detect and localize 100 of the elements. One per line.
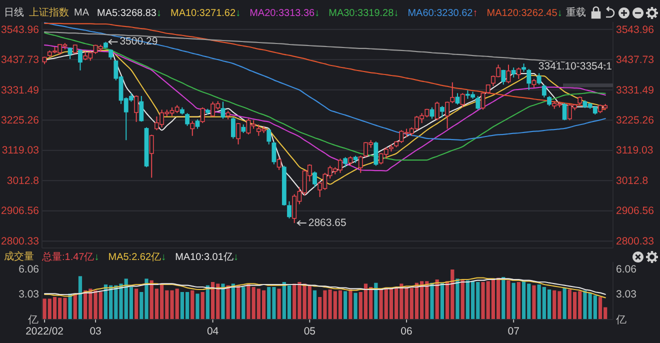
bar (344, 291, 348, 320)
candlestick (358, 155, 363, 174)
bar (236, 285, 240, 320)
bar (502, 277, 506, 320)
chart-title: 成交量 (4, 250, 34, 263)
bar (348, 290, 352, 320)
y-tick-label: 3543.96 (1, 24, 40, 36)
candlestick (312, 170, 317, 188)
candlestick (134, 94, 139, 122)
bar (221, 284, 225, 320)
bar (456, 278, 460, 320)
y2-tick-label: 6.06 (616, 263, 637, 276)
y-tick-label: 2906.56 (1, 205, 40, 218)
candlestick (460, 92, 465, 108)
bar (562, 288, 566, 320)
candlestick (266, 128, 272, 145)
bar (68, 294, 72, 320)
y-tick-label: 3.03 (18, 288, 40, 301)
y-tick-label: 6.06 (18, 263, 40, 276)
bar (231, 284, 235, 320)
bar (512, 282, 516, 320)
candlestick (139, 96, 144, 122)
candlestick (185, 112, 190, 126)
y2-tick-label: 2800.33 (616, 235, 654, 248)
x-tick-label: 06 (400, 326, 413, 338)
candlestick (276, 156, 282, 171)
candlestick (236, 122, 240, 145)
text: MA10:3271.62↓ (170, 8, 241, 19)
bar (73, 294, 77, 320)
bar (78, 276, 82, 320)
bar (312, 290, 317, 320)
y-tick-label: 3012.8 (6, 174, 40, 187)
y2-tick-label: 3012.8 (616, 174, 648, 187)
bar (206, 285, 210, 320)
y-tick-label: 3437.73 (1, 54, 40, 66)
candlestick (486, 84, 490, 94)
bar (532, 285, 536, 320)
bar (506, 280, 510, 320)
candlestick (195, 118, 200, 130)
candlestick (287, 200, 292, 219)
y2-tick-label: 亿 (615, 314, 627, 326)
y2-tick-label: 2906.56 (616, 205, 654, 218)
candlestick (501, 69, 506, 86)
y2-tick-label: 3331.49 (616, 84, 654, 96)
text: MA5:3268.83↓ (97, 8, 162, 19)
bar (242, 287, 246, 320)
candlestick (272, 141, 276, 165)
bar (460, 280, 464, 320)
bar (277, 288, 281, 320)
candlestick (547, 96, 552, 106)
bar (226, 285, 230, 320)
candlestick (445, 101, 450, 130)
text: MA60:3230.62↑ (408, 8, 478, 19)
y2-tick-label: 3225.26 (616, 114, 654, 126)
candlestick (511, 67, 516, 78)
candlestick (506, 64, 511, 84)
y-tick-label: 2800.33 (1, 235, 40, 248)
candlestick (455, 92, 460, 106)
candlestick (200, 106, 205, 124)
bar (190, 290, 194, 320)
candlestick (476, 96, 480, 110)
y-tick-label: 3225.26 (1, 114, 40, 126)
y2-tick-label: 3437.73 (616, 54, 654, 66)
text: MA5:2.62亿↓ (108, 252, 166, 263)
bar (440, 282, 444, 320)
y2-tick-label: 3119.03 (616, 144, 654, 157)
y2-tick-label: 3543.96 (616, 24, 654, 36)
text: 日线 (4, 6, 24, 19)
bar (196, 294, 200, 320)
y-tick-label: 3119.03 (2, 144, 40, 157)
candlestick (190, 120, 195, 136)
candlestick (450, 82, 455, 104)
candlestick (562, 102, 567, 121)
bar (374, 282, 378, 320)
bar (516, 282, 520, 320)
band-label: 3341.10-3354.1 (538, 60, 612, 72)
y-tick-label: 3331.49 (1, 84, 40, 96)
text: 总量:1.47亿↓ (41, 250, 100, 263)
candlestick (480, 92, 486, 110)
candlestick (149, 134, 154, 178)
text: MA20:3313.36↓ (250, 8, 320, 19)
text: MA30:3319.28↓ (328, 8, 399, 19)
candlestick (526, 68, 532, 91)
candlestick (108, 48, 114, 60)
candlestick (220, 101, 226, 120)
y2-tick-label: 3.03 (616, 288, 637, 301)
text: MA10:3.01亿↓ (175, 252, 238, 263)
bar (430, 282, 434, 320)
x-tick-label: 04 (206, 326, 219, 338)
x-tick-label: 05 (304, 326, 316, 338)
candlestick (542, 84, 546, 98)
candlestick (348, 156, 353, 166)
bar (354, 292, 358, 320)
y-tick-label: 亿 (27, 314, 39, 326)
candlestick (440, 105, 444, 118)
bar (200, 292, 204, 320)
x-tick-label: 03 (90, 326, 102, 338)
x-tick-label: 07 (508, 326, 520, 338)
x-tick-label: 2022/02 (26, 326, 64, 338)
chart-title: 上证指数 (29, 6, 69, 19)
